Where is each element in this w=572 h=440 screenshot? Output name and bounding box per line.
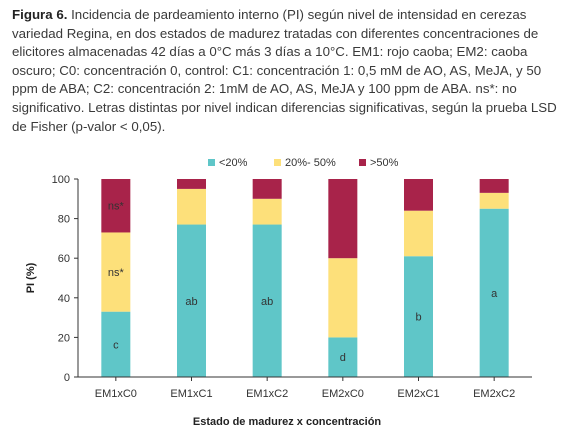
x-axis-title: Estado de madurez x concentración xyxy=(193,416,382,428)
x-tick-label-3: EM2xC0 xyxy=(322,388,364,400)
segment-label-EM1xC0-1: ns* xyxy=(108,267,125,279)
x-tick-label-1: EM1xC1 xyxy=(170,388,212,400)
bar-segment-EM2xC1-2 xyxy=(404,179,433,211)
x-tick-label-5: EM2xC2 xyxy=(473,388,515,400)
segment-label-EM1xC0-2: ns* xyxy=(108,201,125,213)
segment-label-EM2xC0-0: d xyxy=(340,352,346,364)
x-tick-label-2: EM1xC2 xyxy=(246,388,288,400)
bar-segment-EM2xC0-2 xyxy=(328,179,358,259)
bar-segment-EM1xC1-0 xyxy=(177,224,206,377)
segment-label-EM1xC2-0: ab xyxy=(261,296,273,308)
bar-segment-EM2xC2-2 xyxy=(479,179,509,193)
bar-segment-EM2xC1-1 xyxy=(404,210,433,257)
caption-lead: Figura 6. xyxy=(12,7,68,22)
legend-label-1: 20%- 50% xyxy=(285,157,336,169)
figure-caption: Figura 6. Incidencia de pardeamiento int… xyxy=(12,6,560,136)
bar-segment-EM1xC0-0 xyxy=(101,311,131,377)
segment-label-EM1xC0-0: c xyxy=(113,339,119,351)
segment-label-EM2xC1-0: b xyxy=(415,312,421,324)
y-tick-label-0: 0 xyxy=(64,372,70,384)
bar-segment-EM2xC2-1 xyxy=(479,192,509,209)
bar-segment-EM1xC1-2 xyxy=(177,179,206,189)
bar-segment-EM2xC2-0 xyxy=(479,208,509,377)
bar-segment-EM1xC2-2 xyxy=(252,179,282,199)
x-tick-label-0: EM1xC0 xyxy=(95,388,137,400)
bar-segment-EM1xC2-1 xyxy=(252,198,282,225)
bar-segment-EM2xC0-0 xyxy=(328,337,358,377)
bar-segment-EM1xC2-0 xyxy=(252,224,282,377)
bar-segment-EM2xC1-0 xyxy=(404,256,433,377)
y-tick-label-4: 80 xyxy=(58,214,70,226)
segment-label-EM2xC2-0: a xyxy=(491,288,498,300)
bar-segment-EM1xC0-1 xyxy=(101,232,131,312)
bar-segment-EM1xC0-2 xyxy=(101,179,131,233)
legend-label-2: >50% xyxy=(370,157,399,169)
bar-segment-EM1xC1-1 xyxy=(177,188,206,225)
bar-segment-EM2xC0-1 xyxy=(328,258,358,338)
legend-swatch-0 xyxy=(208,159,215,166)
y-tick-label-5: 100 xyxy=(52,174,70,186)
legend-label-0: <20% xyxy=(219,157,248,169)
legend-swatch-1 xyxy=(274,159,281,166)
x-tick-label-4: EM2xC1 xyxy=(397,388,439,400)
segment-label-EM1xC1-0: ab xyxy=(185,296,197,308)
y-tick-label-2: 40 xyxy=(58,293,70,305)
y-tick-label-3: 60 xyxy=(58,253,70,265)
caption-text: Incidencia de pardeamiento interno (PI) … xyxy=(12,7,557,134)
y-axis-title: PI (%) xyxy=(25,262,37,293)
y-tick-label-1: 20 xyxy=(58,332,70,344)
legend-swatch-2 xyxy=(359,159,366,166)
